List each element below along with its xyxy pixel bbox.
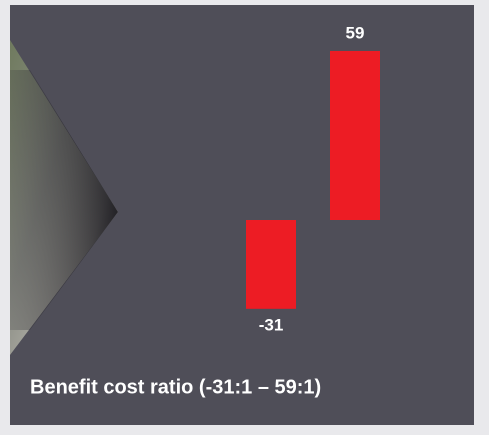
photo-shade [10, 70, 118, 330]
value-label: -31 [259, 315, 284, 334]
bar [330, 50, 380, 221]
bar [246, 220, 296, 309]
chart-title: Benefit cost ratio (-31:1 – 59:1) [30, 376, 321, 398]
value-label: 59 [346, 23, 365, 42]
